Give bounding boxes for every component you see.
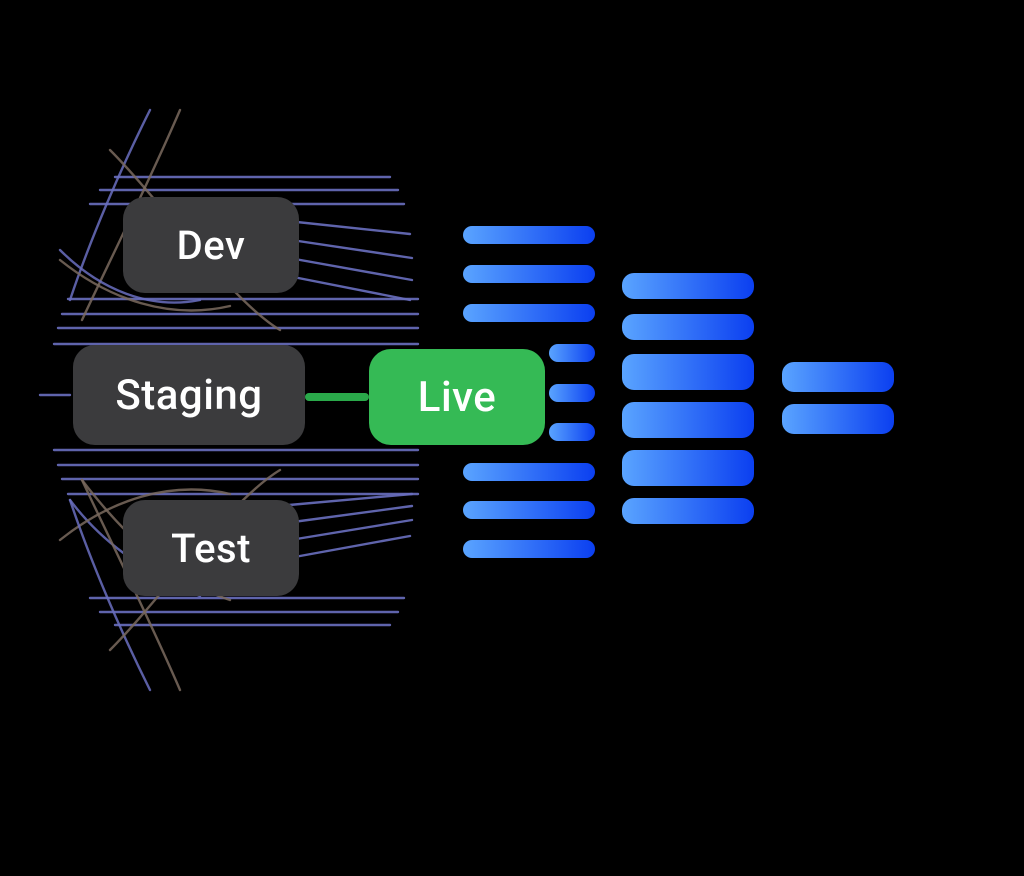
node-staging: Staging	[73, 345, 305, 445]
node-test-label: Test	[171, 525, 251, 572]
bar-col3-0	[782, 362, 894, 392]
connector-staging-live	[305, 393, 369, 401]
bar-col1-7	[463, 501, 595, 519]
node-staging-label: Staging	[115, 371, 262, 420]
bar-col1-8	[463, 540, 595, 558]
bar-col1-4	[549, 384, 595, 402]
diagram-canvas: Dev Staging Test Live	[0, 0, 1024, 876]
node-live: Live	[369, 349, 545, 445]
node-dev-label: Dev	[177, 222, 246, 269]
bar-col2-4	[622, 450, 754, 486]
node-test: Test	[123, 500, 299, 596]
bar-col1-3	[549, 344, 595, 362]
bar-col1-0	[463, 226, 595, 244]
node-dev: Dev	[123, 197, 299, 293]
bar-col1-6	[463, 463, 595, 481]
bar-col1-5	[549, 423, 595, 441]
bar-col1-1	[463, 265, 595, 283]
bar-col2-5	[622, 498, 754, 524]
bar-col1-2	[463, 304, 595, 322]
bar-col2-3	[622, 402, 754, 438]
bar-col2-0	[622, 273, 754, 299]
node-live-label: Live	[418, 373, 496, 422]
bar-col3-1	[782, 404, 894, 434]
bar-col2-1	[622, 314, 754, 340]
bar-col2-2	[622, 354, 754, 390]
